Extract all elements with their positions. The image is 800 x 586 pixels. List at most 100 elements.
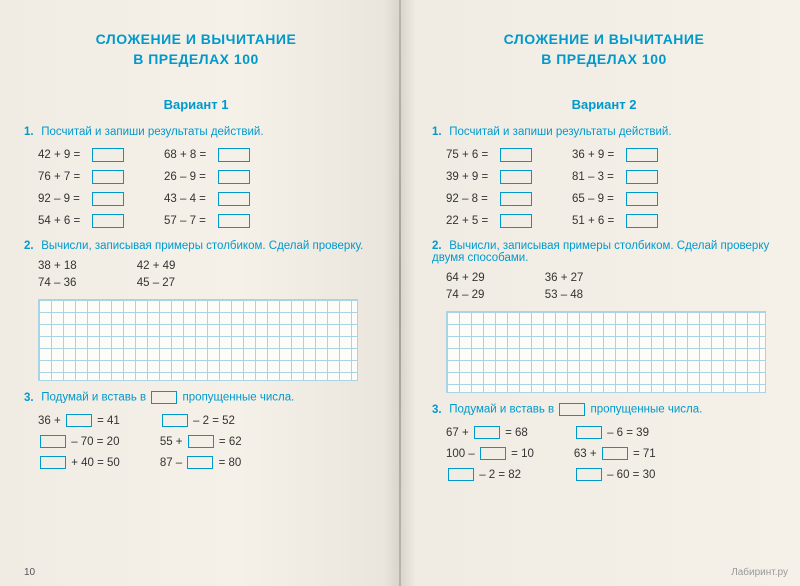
task2-problems: 38 + 18 74 – 36 42 + 49 45 – 27 <box>24 260 368 289</box>
problem: 75 + 6 = <box>446 146 532 164</box>
problem: 76 + 7 = <box>38 168 124 186</box>
task1-colA: 75 + 6 = 39 + 9 = 92 – 8 = 22 + 5 = <box>446 146 532 230</box>
task1-problems: 75 + 6 = 39 + 9 = 92 – 8 = 22 + 5 = 36 +… <box>432 146 776 230</box>
task1-colA: 42 + 9 = 76 + 7 = 92 – 9 = 54 + 6 = <box>38 146 124 230</box>
answer-box <box>218 192 250 206</box>
problem: 22 + 5 = <box>446 212 532 230</box>
task1-num: 1. <box>24 126 38 138</box>
task2-num: 2. <box>432 240 446 252</box>
fill-item: – 6 = 39 <box>574 424 656 441</box>
task2-text: 2. Вычисли, записывая примеры столбиком.… <box>432 240 776 264</box>
problem: 42 + 49 <box>137 260 176 272</box>
problem: 36 + 27 <box>545 272 584 284</box>
answer-box <box>188 435 214 448</box>
fill-item: 100 – = 10 <box>446 445 534 462</box>
fill-item: – 2 = 82 <box>446 466 534 483</box>
page-right: СЛОЖЕНИЕ И ВЫЧИТАНИЕ В ПРЕДЕЛАХ 100 Вари… <box>400 0 800 586</box>
task1-colB: 36 + 9 = 81 – 3 = 65 – 9 = 51 + 6 = <box>572 146 658 230</box>
task1-instruction: Посчитай и запиши результаты действий. <box>41 126 263 138</box>
task3-num: 3. <box>24 392 38 404</box>
task2-instruction: Вычисли, записывая примеры столбиком. Сд… <box>41 240 363 252</box>
problem: 65 – 9 = <box>572 190 658 208</box>
task2-instruction: Вычисли, записывая примеры столбиком. Сд… <box>432 240 769 264</box>
task1-left: 1. Посчитай и запиши результаты действий… <box>24 126 368 230</box>
answer-box <box>626 148 658 162</box>
answer-box <box>40 456 66 469</box>
fill-item: 36 + = 41 <box>38 412 120 429</box>
task2-right: 2. Вычисли, записывая примеры столбиком.… <box>432 240 776 393</box>
task2-problems: 64 + 29 74 – 29 36 + 27 53 – 48 <box>432 272 776 301</box>
task2-text: 2. Вычисли, записывая примеры столбиком.… <box>24 240 368 252</box>
task2-colA: 38 + 18 74 – 36 <box>38 260 77 289</box>
answer-box <box>66 414 92 427</box>
fill-item: – 70 = 20 <box>38 433 120 450</box>
task1-instruction: Посчитай и запиши результаты действий. <box>449 126 671 138</box>
answer-box <box>626 192 658 206</box>
title-right: СЛОЖЕНИЕ И ВЫЧИТАНИЕ В ПРЕДЕЛАХ 100 <box>432 30 776 69</box>
task3-colB: – 6 = 39 63 + = 71 – 60 = 30 <box>574 424 656 483</box>
answer-box <box>474 426 500 439</box>
task1-problems: 42 + 9 = 76 + 7 = 92 – 9 = 54 + 6 = 68 +… <box>24 146 368 230</box>
task2-left: 2. Вычисли, записывая примеры столбиком.… <box>24 240 368 381</box>
answer-box <box>92 148 124 162</box>
task1-text: 1. Посчитай и запиши результаты действий… <box>432 126 776 138</box>
problem: 64 + 29 <box>446 272 485 284</box>
problem: 51 + 6 = <box>572 212 658 230</box>
problem: 57 – 7 = <box>164 212 250 230</box>
inline-box <box>151 391 177 404</box>
fill-item: – 2 = 52 <box>160 412 242 429</box>
answer-box <box>92 192 124 206</box>
title-line1: СЛОЖЕНИЕ И ВЫЧИТАНИЕ <box>24 30 368 50</box>
variant-right: Вариант 2 <box>432 97 776 112</box>
task3-text: 3. Подумай и вставь в пропущенные числа. <box>432 403 776 416</box>
answer-box <box>500 214 532 228</box>
answer-box <box>218 170 250 184</box>
answer-box <box>480 447 506 460</box>
task3-left: 3. Подумай и вставь в пропущенные числа.… <box>24 391 368 471</box>
answer-box <box>92 170 124 184</box>
work-grid <box>446 311 766 393</box>
problem: 36 + 9 = <box>572 146 658 164</box>
answer-box <box>602 447 628 460</box>
problem: 74 – 36 <box>38 277 77 289</box>
answer-box <box>500 192 532 206</box>
title-left: СЛОЖЕНИЕ И ВЫЧИТАНИЕ В ПРЕДЕЛАХ 100 <box>24 30 368 69</box>
task3-colA: 36 + = 41 – 70 = 20 + 40 = 50 <box>38 412 120 471</box>
answer-box <box>626 214 658 228</box>
answer-box <box>500 170 532 184</box>
task2-colB: 36 + 27 53 – 48 <box>545 272 584 301</box>
fill-item: 67 + = 68 <box>446 424 534 441</box>
fill-item: + 40 = 50 <box>38 454 120 471</box>
task3-num: 3. <box>432 404 446 416</box>
problem: 92 – 9 = <box>38 190 124 208</box>
task3-pre: Подумай и вставь в <box>41 392 149 404</box>
answer-box <box>626 170 658 184</box>
problem: 81 – 3 = <box>572 168 658 186</box>
page-left: СЛОЖЕНИЕ И ВЫЧИТАНИЕ В ПРЕДЕЛАХ 100 Вари… <box>0 0 400 586</box>
problem: 43 – 4 = <box>164 190 250 208</box>
problem: 92 – 8 = <box>446 190 532 208</box>
answer-box <box>218 214 250 228</box>
work-grid <box>38 299 358 381</box>
answer-box <box>576 426 602 439</box>
variant-left: Вариант 1 <box>24 97 368 112</box>
problem: 54 + 6 = <box>38 212 124 230</box>
inline-box <box>559 403 585 416</box>
problem: 68 + 8 = <box>164 146 250 164</box>
task3-colB: – 2 = 52 55 + = 62 87 – = 80 <box>160 412 242 471</box>
watermark: Лабиринт.ру <box>731 567 788 578</box>
task1-right: 1. Посчитай и запиши результаты действий… <box>432 126 776 230</box>
task2-colB: 42 + 49 45 – 27 <box>137 260 176 289</box>
answer-box <box>576 468 602 481</box>
fill-item: – 60 = 30 <box>574 466 656 483</box>
answer-box <box>448 468 474 481</box>
task1-colB: 68 + 8 = 26 – 9 = 43 – 4 = 57 – 7 = <box>164 146 250 230</box>
task2-num: 2. <box>24 240 38 252</box>
problem: 53 – 48 <box>545 289 584 301</box>
page-number-left: 10 <box>24 567 35 578</box>
task3-problems: 67 + = 68 100 – = 10 – 2 = 82 – 6 = 39 6… <box>432 424 776 483</box>
problem: 74 – 29 <box>446 289 485 301</box>
fill-item: 87 – = 80 <box>160 454 242 471</box>
title-line2: В ПРЕДЕЛАХ 100 <box>24 50 368 70</box>
answer-box <box>500 148 532 162</box>
